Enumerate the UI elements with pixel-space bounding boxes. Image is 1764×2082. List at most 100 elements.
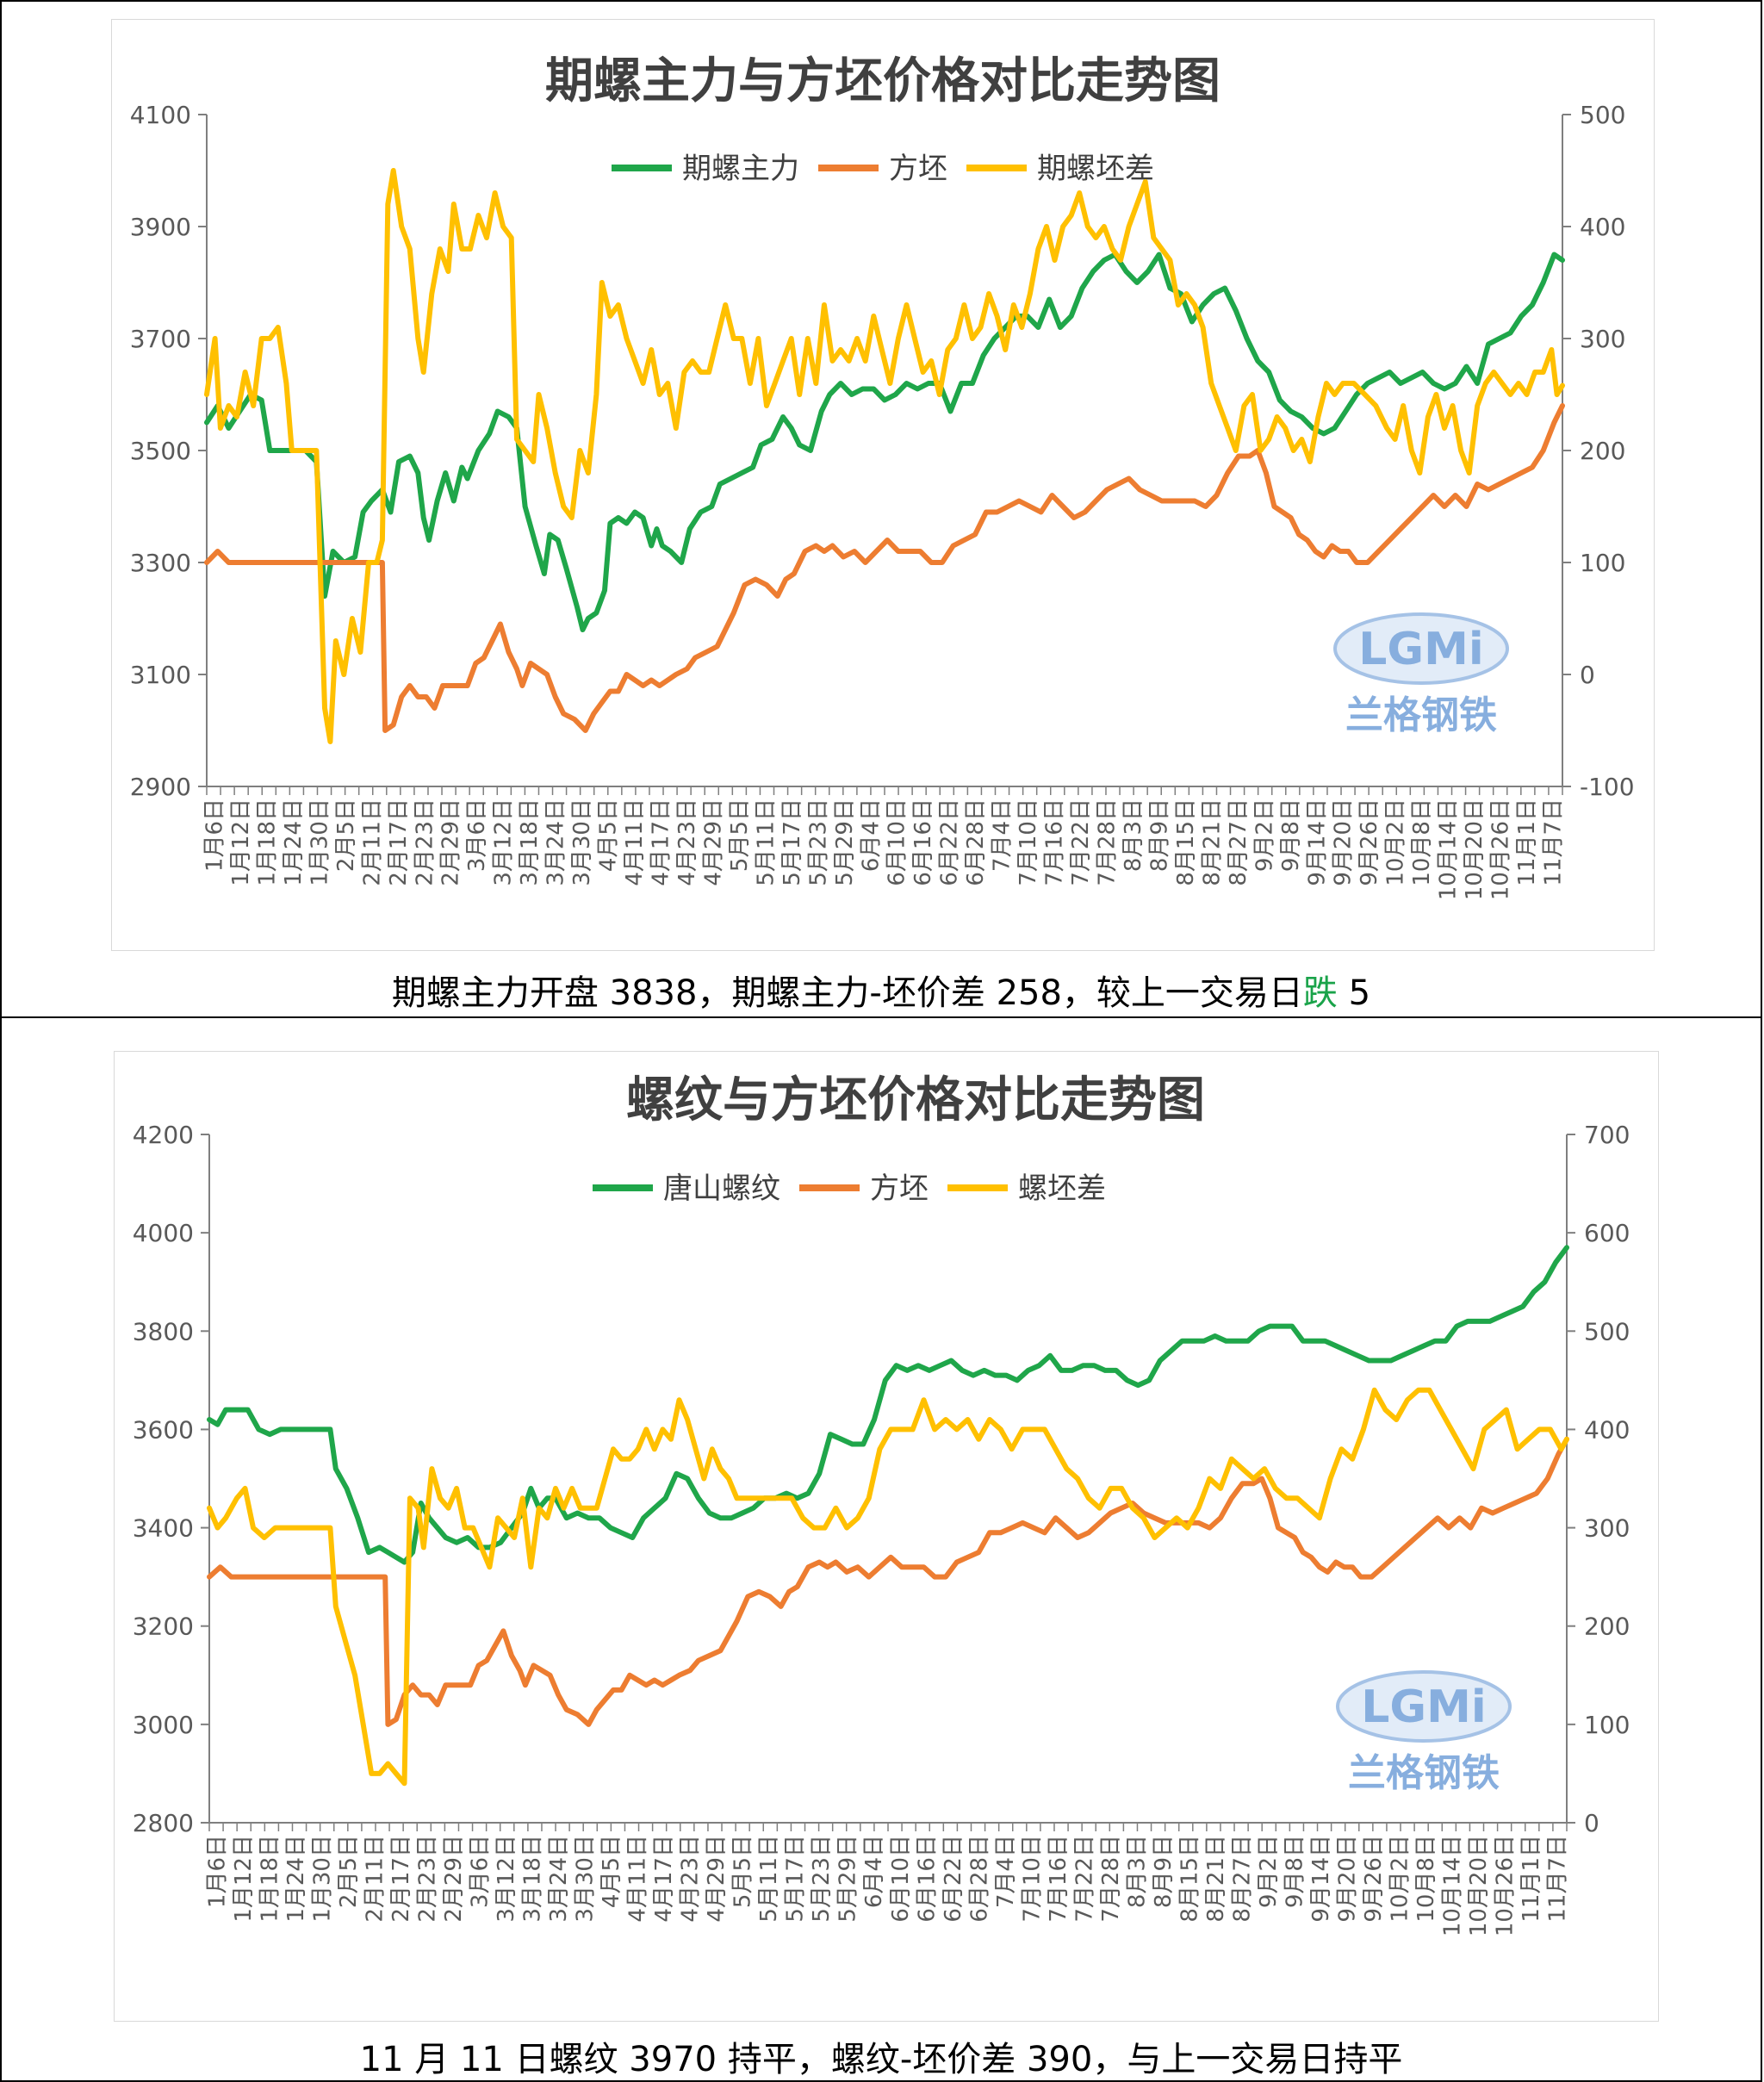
y2-tick-label: 100: [1580, 549, 1625, 577]
x-tick-label: 5月5日: [730, 1835, 756, 1908]
y2-tick-label: 0: [1584, 1809, 1599, 1837]
logo-text: LGMi: [1361, 1681, 1486, 1733]
x-tick-label: 3月18日: [520, 1835, 546, 1923]
x-tick-label: 9月2日: [1256, 1835, 1282, 1908]
x-tick-label: 8月27日: [1226, 799, 1252, 886]
x-tick-label: 8月9日: [1146, 799, 1172, 872]
x-tick-label: 1月18日: [254, 799, 280, 886]
y2-tick-label: 500: [1580, 101, 1625, 129]
lgmi-logo: LGMi 兰格钢铁: [1336, 1670, 1512, 1795]
x-tick-label: 8月15日: [1177, 1835, 1202, 1923]
x-tick-label: 7月28日: [1098, 1835, 1124, 1923]
x-tick-label: 1月30日: [307, 799, 332, 886]
x-tick-label: 2月29日: [441, 1835, 467, 1923]
x-tick-label: 7月4日: [993, 1835, 1019, 1908]
x-tick-label: 6月10日: [888, 1835, 914, 1923]
y-tick-label: 4100: [130, 101, 191, 129]
legend-label: 方坯: [889, 152, 947, 186]
y2-tick-label: 200: [1580, 437, 1625, 465]
caption-futures: 期螺主力开盘 3838，期螺主力-坯价差 258，较上一交易日跌 5: [2, 965, 1761, 1015]
x-tick-label: 7月10日: [1019, 1835, 1045, 1923]
logo-cn-text: 兰格钢铁: [1345, 693, 1497, 737]
y2-tick-label: 200: [1584, 1613, 1630, 1641]
x-tick-label: 6月10日: [885, 799, 910, 886]
y2-tick-label: 300: [1584, 1514, 1630, 1543]
x-tick-label: 5月23日: [809, 1835, 835, 1923]
x-tick-label: 10月2日: [1383, 799, 1409, 886]
x-tick-label: 10月14日: [1436, 799, 1462, 900]
x-tick-label: 5月29日: [835, 1835, 861, 1923]
x-tick-label: 3月6日: [468, 1835, 494, 1908]
x-tick-label: 1月18日: [258, 1835, 283, 1923]
y2-tick-label: 400: [1580, 213, 1625, 241]
panel-futures-rebar: 期螺主力与方坯价格对比走势图 4100 3900 3700 3500 3300 3100 29…: [0, 0, 1762, 1019]
x-tick-label: 4月5日: [596, 799, 622, 872]
x-tick-label: 10月2日: [1387, 1835, 1413, 1923]
chart-rebar-vs-billet: 螺纹与方坯价格对比走势图4200400038003600340032003000…: [133, 1072, 1630, 1936]
series-line: [207, 1245, 1569, 1565]
x-tick-label: 9月14日: [1304, 799, 1330, 886]
caption-change: 5: [1337, 973, 1371, 1013]
x-tick-label: 6月22日: [937, 799, 963, 886]
x-tick-label: 5月11日: [753, 799, 779, 886]
x-tick-label: 8月3日: [1121, 799, 1146, 872]
chart-futures-vs-billet: 期螺主力与方坯价格对比走势图 4100 3900 3700 3500 3300 3100 29…: [130, 53, 1635, 900]
x-tick-label: 9月26日: [1361, 1835, 1387, 1923]
x-tick-label: 6月28日: [966, 1835, 992, 1923]
series-line: [204, 252, 1565, 632]
y2-tick-label: 300: [1580, 325, 1625, 353]
x-tick-label: 6月16日: [910, 799, 936, 886]
series-line: [207, 1436, 1569, 1727]
y-tick-label: 2800: [133, 1809, 194, 1837]
y2-tick-label: 600: [1584, 1219, 1630, 1247]
x-tick-label: 5月17日: [783, 1835, 809, 1923]
x-tick-label: 5月17日: [780, 799, 805, 886]
x-tick-label: 9月20日: [1334, 1835, 1360, 1923]
y-tick-label: 3200: [133, 1613, 194, 1641]
x-tick-label: 8月15日: [1173, 799, 1199, 886]
x-tick-label: 2月17日: [388, 1835, 414, 1923]
y2-tick-label: -100: [1580, 773, 1635, 801]
series-line: [204, 168, 1565, 744]
x-tick-label: 6月28日: [963, 799, 989, 886]
y-tick-label: 3000: [133, 1711, 194, 1739]
y-tick-label: 4200: [133, 1121, 194, 1149]
legend-label: 方坯: [870, 1172, 929, 1206]
series-line: [207, 1387, 1569, 1787]
x-tick-label: 11月7日: [1545, 1835, 1571, 1923]
x-tick-label: 2月5日: [336, 1835, 362, 1908]
logo-text: LGMi: [1358, 624, 1483, 675]
x-tick-label: 2月5日: [333, 799, 359, 872]
x-tick-label: 3月24日: [546, 1835, 572, 1923]
legend-label: 期螺主力: [682, 152, 799, 186]
y-tick-label: 2900: [130, 773, 191, 801]
x-tick-label: 3月12日: [491, 799, 517, 886]
legend-label: 唐山螺纹: [663, 1172, 780, 1206]
x-tick-label: 1月12日: [228, 799, 254, 886]
x-tick-label: 7月22日: [1071, 1835, 1097, 1923]
x-tick-label: 7月28日: [1095, 799, 1121, 886]
x-tick-label: 3月24日: [543, 799, 569, 886]
y2-tick-label: 100: [1584, 1711, 1630, 1739]
x-tick-label: 5月29日: [832, 799, 858, 886]
x-tick-label: 10月20日: [1462, 799, 1488, 900]
x-tick-label: 2月23日: [415, 1835, 441, 1923]
x-tick-label: 3月18日: [517, 799, 543, 886]
chart-title: 螺纹与方坯价格对比走势图: [626, 1072, 1205, 1128]
y-tick-label: 3700: [130, 325, 191, 353]
x-tick-label: 9月8日: [1282, 1835, 1307, 1908]
x-tick-label: 5月11日: [756, 1835, 782, 1923]
x-tick-label: 6月16日: [914, 1835, 940, 1923]
y2-tick-label: 500: [1584, 1317, 1630, 1346]
x-tick-label: 7月22日: [1068, 799, 1094, 886]
chart-title: 期螺主力与方坯价格对比走势图: [545, 53, 1221, 109]
x-tick-label: 9月20日: [1331, 799, 1357, 886]
x-tick-label: 5月5日: [727, 799, 753, 872]
x-tick-label: 11月7日: [1541, 799, 1567, 886]
x-tick-label: 9月14日: [1308, 1835, 1334, 1923]
caption-down-word: 跌: [1302, 973, 1338, 1013]
x-tick-label: 4月17日: [651, 1835, 677, 1923]
panel-spot-rebar: 螺纹与方坯价格对比走势图 4200 4000 3800 3600 3400 3200 3000…: [0, 1016, 1762, 2082]
x-tick-label: 9月2日: [1252, 799, 1277, 872]
caption-text: 期螺主力开盘 3838，期螺主力-坯价差 258，较上一交易日: [391, 973, 1303, 1013]
